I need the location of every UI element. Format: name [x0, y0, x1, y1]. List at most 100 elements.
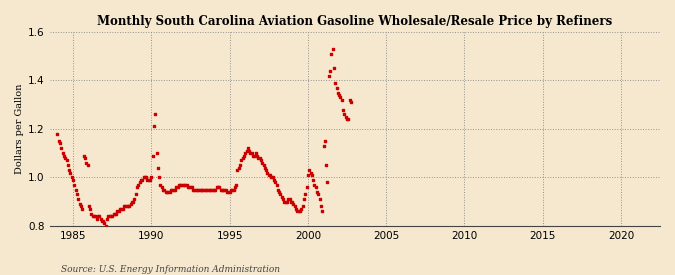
Point [200, 187, 211, 192]
Point [133, 183, 144, 187]
Point [214, 185, 225, 189]
Point [200, 187, 211, 192]
Point [258, 163, 269, 167]
Point [331, 86, 342, 90]
Point [252, 153, 263, 158]
Point [326, 52, 337, 56]
Point [65, 170, 76, 175]
Point [92, 214, 103, 218]
Point [82, 163, 93, 167]
Point [274, 190, 285, 194]
Point [185, 185, 196, 189]
Point [107, 214, 117, 218]
Point [298, 197, 309, 201]
Point [213, 185, 223, 189]
Point [283, 197, 294, 201]
Point [333, 90, 344, 95]
Point [210, 187, 221, 192]
Point [116, 207, 127, 211]
Point [69, 183, 80, 187]
Point [193, 187, 204, 192]
Point [56, 146, 67, 150]
Point [253, 156, 264, 160]
Point [237, 156, 248, 160]
Point [158, 187, 169, 192]
Point [182, 185, 193, 189]
Point [101, 224, 111, 228]
Point [346, 100, 356, 104]
Point [325, 68, 335, 73]
Point [87, 214, 98, 218]
Point [336, 98, 347, 102]
Point [80, 156, 90, 160]
Point [215, 187, 226, 192]
Point [276, 195, 287, 199]
Point [259, 166, 270, 170]
Point [302, 173, 313, 177]
Point [267, 175, 278, 180]
Point [249, 153, 260, 158]
Point [103, 214, 114, 218]
Point [181, 183, 192, 187]
Point [140, 175, 151, 180]
Point [120, 204, 131, 209]
Point [280, 199, 291, 204]
Point [150, 112, 161, 117]
Point [198, 187, 209, 192]
Point [141, 175, 152, 180]
Point [300, 192, 310, 197]
Point [66, 175, 77, 180]
Point [196, 187, 207, 192]
Point [84, 204, 95, 209]
Point [312, 190, 323, 194]
Point [227, 187, 238, 192]
Point [217, 187, 228, 192]
Point [308, 178, 319, 182]
Point [304, 168, 315, 172]
Point [61, 158, 72, 163]
Point [94, 214, 105, 218]
Point [206, 187, 217, 192]
Point [327, 47, 338, 51]
Point [292, 209, 303, 214]
Point [261, 168, 271, 172]
Point [313, 192, 324, 197]
Point [113, 209, 124, 214]
Point [333, 93, 344, 97]
Point [263, 173, 274, 177]
Point [235, 163, 246, 167]
Point [142, 178, 153, 182]
Point [188, 187, 198, 192]
Point [221, 190, 232, 194]
Point [70, 187, 81, 192]
Y-axis label: Dollars per Gallon: Dollars per Gallon [15, 84, 24, 174]
Point [143, 178, 154, 182]
Point [64, 168, 75, 172]
Point [102, 216, 113, 221]
Point [186, 185, 197, 189]
Point [271, 183, 282, 187]
Point [169, 187, 180, 192]
Point [104, 214, 115, 218]
Point [305, 170, 316, 175]
Point [68, 178, 78, 182]
Point [180, 183, 191, 187]
Point [330, 81, 341, 85]
Point [242, 146, 253, 150]
Point [256, 161, 267, 165]
Point [315, 197, 325, 201]
Point [130, 192, 141, 197]
Point [111, 211, 122, 216]
Point [153, 166, 163, 170]
Point [344, 98, 355, 102]
Point [137, 178, 148, 182]
Point [122, 204, 132, 209]
Point [335, 95, 346, 100]
Point [338, 107, 348, 112]
Point [192, 187, 202, 192]
Point [119, 204, 130, 209]
Point [59, 153, 70, 158]
Point [77, 207, 88, 211]
Point [318, 144, 329, 148]
Point [164, 190, 175, 194]
